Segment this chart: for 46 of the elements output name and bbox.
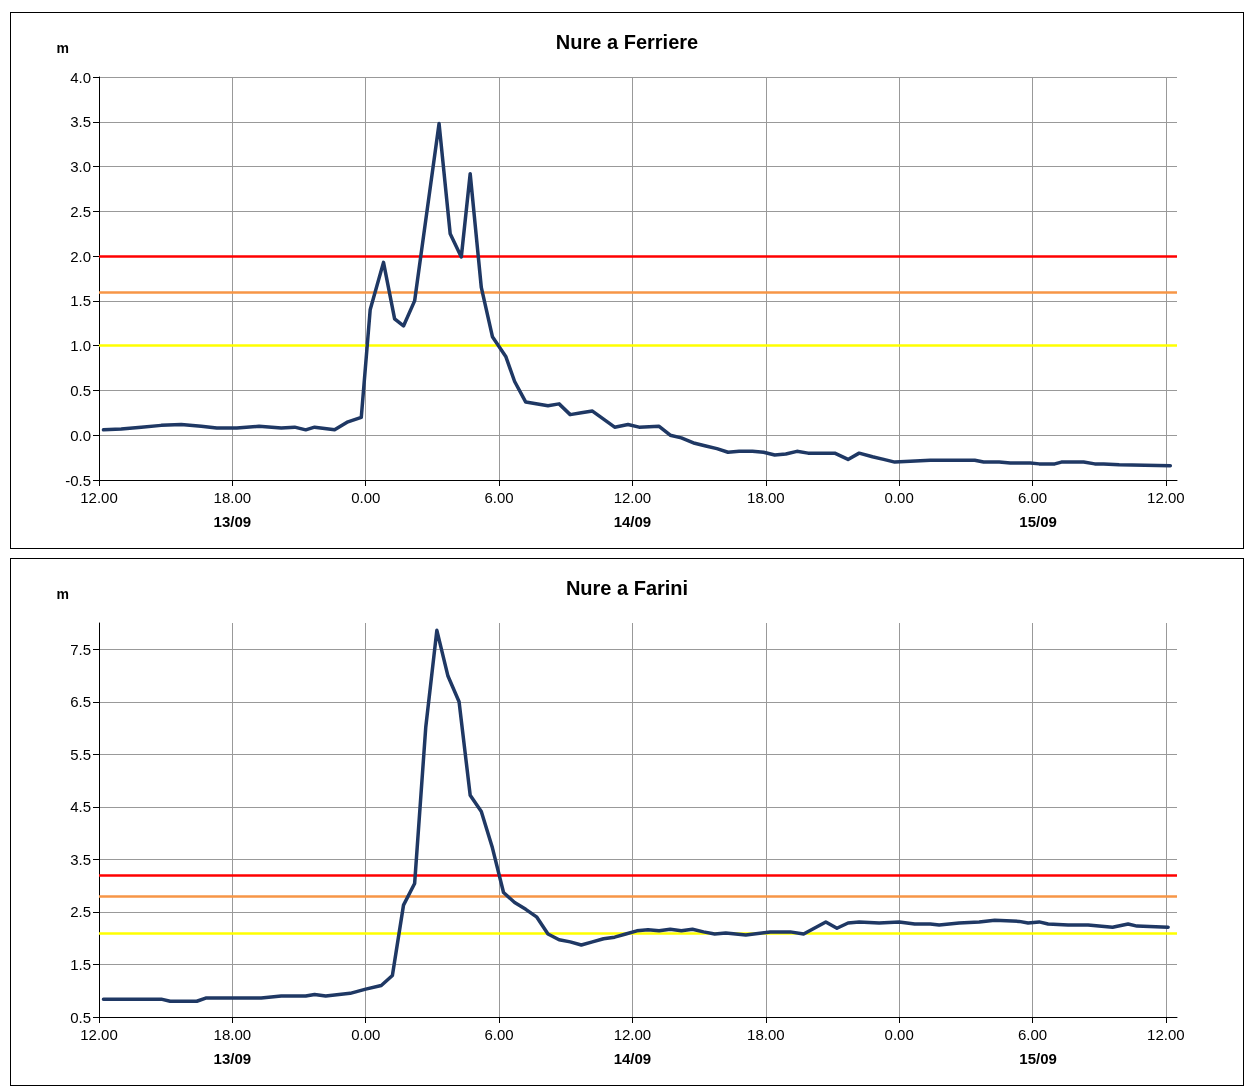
x-tick-label: 18.00: [213, 489, 252, 506]
x-tick-label: 6.00: [484, 489, 514, 506]
y-tick-label: 0.0: [70, 426, 91, 444]
y-tick-label: 4.0: [70, 68, 91, 86]
x-tick-label: 18.00: [747, 1026, 785, 1043]
y-tick-label: 3.0: [70, 158, 91, 176]
y-tick-label: 3.5: [70, 113, 91, 131]
y-tick-label: 3.5: [70, 850, 91, 868]
chart-title: Nure a Farini: [565, 577, 689, 599]
y-tick-label: 2.0: [70, 247, 91, 265]
x-tick-label: 0.00: [351, 489, 381, 506]
x-tick-label: 12.00: [80, 1026, 118, 1043]
y-axis-title: m: [56, 40, 69, 56]
x-tick-label: 6.00: [1017, 1026, 1048, 1043]
text: 14/09: [613, 513, 652, 530]
y-tick-label: 2.5: [70, 903, 91, 921]
chart-title: Nure a Ferriere: [555, 31, 699, 53]
text: 13/09: [213, 1050, 252, 1067]
x-tick-label: 12.00: [1147, 1026, 1185, 1043]
y-tick-label: 0.5: [70, 381, 91, 399]
text: 15/09: [1019, 513, 1057, 530]
text: 14/09: [613, 1050, 652, 1067]
x-tick-label: 12.00: [613, 1026, 652, 1043]
x-tick-label: 0.00: [884, 1026, 914, 1043]
x-tick-label: 0.00: [884, 489, 914, 506]
x-tick-label: 6.00: [1017, 489, 1048, 506]
y-tick-label: 0.5: [70, 1008, 91, 1026]
y-tick-label: 6.5: [70, 693, 91, 711]
x-tick-label: 12.00: [80, 489, 118, 506]
y-tick-label: 1.5: [70, 955, 91, 973]
x-tick-label: 12.00: [1147, 489, 1185, 506]
y-tick-label: 4.5: [70, 798, 91, 816]
y-axis-title: m: [56, 586, 69, 602]
text: 13/09: [213, 513, 252, 530]
y-tick-label: 5.5: [70, 745, 91, 763]
text: 15/09: [1019, 1050, 1057, 1067]
x-tick-label: 18.00: [213, 1026, 252, 1043]
x-tick-label: 18.00: [747, 489, 785, 506]
y-tick-label: 1.0: [70, 337, 91, 355]
y-tick-label: -0.5: [65, 471, 91, 489]
x-tick-label: 12.00: [613, 489, 652, 506]
y-tick-label: 7.5: [70, 640, 91, 658]
y-tick-label: 1.5: [70, 292, 91, 310]
x-tick-label: 6.00: [484, 1026, 514, 1043]
x-tick-label: 0.00: [351, 1026, 381, 1043]
y-tick-label: 2.5: [70, 202, 91, 220]
